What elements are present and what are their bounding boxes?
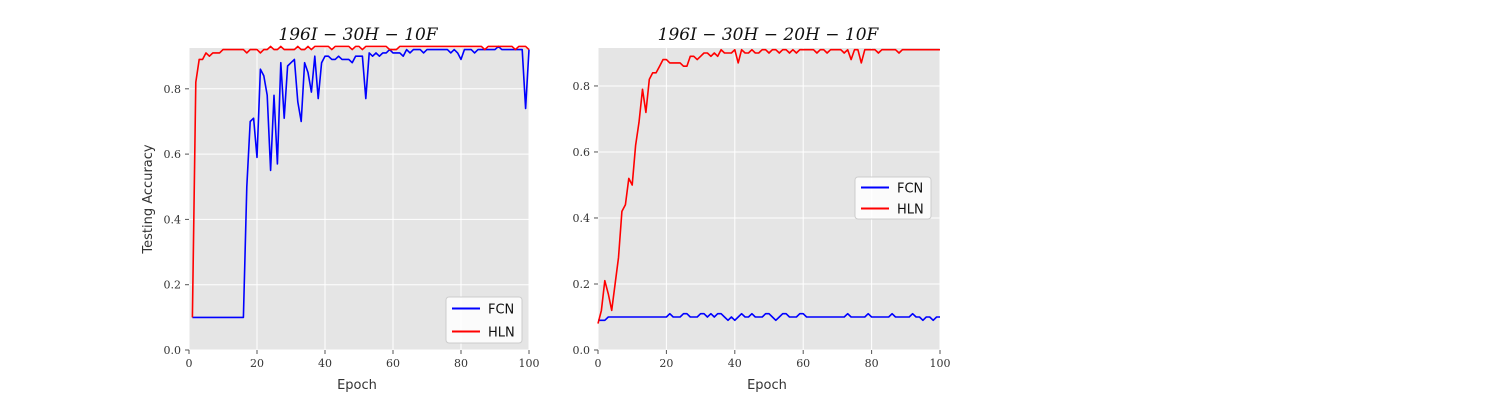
x-axis-label: Epoch: [747, 378, 787, 393]
grid-lines: [597, 48, 941, 351]
legend: FCN HLN: [445, 296, 523, 344]
axis-ticks: 0 20 40 60 80 100 0.0 0.2 0.4 0.6 0.8: [164, 83, 540, 370]
series-line-fcn: [598, 312, 940, 322]
x-axis-label: Epoch: [337, 378, 377, 393]
y-tick-label: 0.4: [164, 213, 182, 226]
x-tick-label: 80: [865, 357, 879, 370]
legend-label-hln: HLN: [488, 326, 515, 341]
y-tick-label: 0.8: [164, 83, 182, 96]
x-tick-label: 0: [186, 357, 193, 370]
y-tick-label: 0.2: [164, 279, 182, 292]
x-tick-label: 40: [728, 357, 742, 370]
legend-label-fcn: FCN: [488, 303, 514, 318]
series-line-hln: [191, 45, 530, 318]
y-tick-label: 0.0: [164, 344, 182, 357]
legend-label-fcn: FCN: [897, 182, 923, 197]
legend-label-hln: HLN: [897, 203, 924, 218]
legend: FCN HLN: [854, 176, 932, 220]
x-tick-label: 80: [454, 357, 468, 370]
x-tick-label: 20: [250, 357, 264, 370]
x-tick-label: 100: [930, 357, 951, 370]
x-tick-label: 20: [659, 357, 673, 370]
chart-title: 196I − 30H − 20H − 10F: [658, 25, 880, 45]
y-axis-label: Testing Accuracy: [141, 144, 156, 254]
chart-title: 196I − 30H − 10F: [278, 25, 438, 45]
series-line-hln: [597, 48, 940, 324]
x-tick-label: 40: [318, 357, 332, 370]
x-tick-label: 60: [796, 357, 810, 370]
axis-ticks: 0 20 40 60 80 100 0.0 0.2 0.4 0.6 0.8: [573, 80, 951, 370]
y-tick-label: 0.6: [164, 148, 182, 161]
x-tick-label: 0: [595, 357, 602, 370]
y-tick-label: 0.8: [573, 80, 591, 93]
y-tick-label: 0.4: [573, 212, 591, 225]
series-lines: [191, 45, 530, 319]
x-tick-label: 60: [386, 357, 400, 370]
chart-panel-right: 196I − 30H − 20H − 10F Epoch 0 20 40 60 80 10…: [573, 25, 951, 393]
y-tick-label: 0.6: [573, 146, 591, 159]
series-lines: [597, 48, 940, 324]
series-line-fcn: [192, 45, 530, 319]
chart-panel-left: 196I − 30H − 10F Epoch Testing Accuracy …: [141, 25, 540, 393]
y-tick-label: 0.0: [573, 344, 591, 357]
y-tick-label: 0.2: [573, 278, 591, 291]
x-tick-label: 100: [519, 357, 540, 370]
